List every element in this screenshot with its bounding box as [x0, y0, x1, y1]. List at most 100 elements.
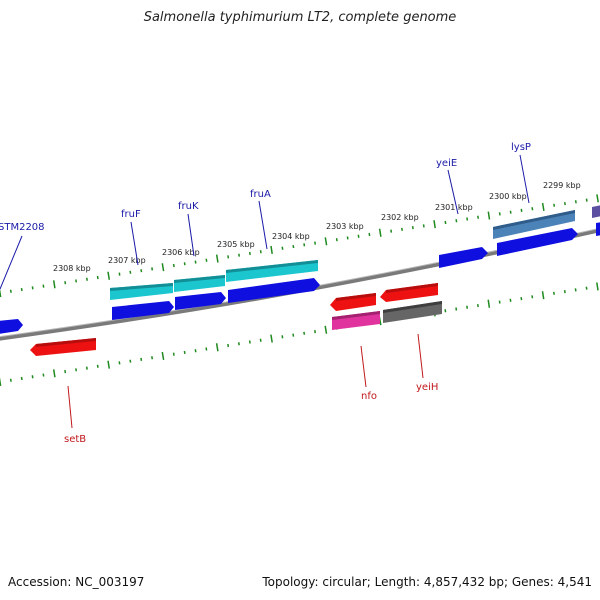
forward-feature-track [110, 205, 600, 300]
inner-tick [541, 291, 545, 300]
scale-label: 2308 kbp [53, 264, 91, 273]
gene-label-yeiH[interactable]: yeiH [416, 382, 438, 393]
inner-tick [151, 356, 154, 360]
inner-tick [31, 375, 34, 379]
outer-tick [444, 220, 447, 225]
forward-cds-track [0, 222, 600, 334]
inner-tick [205, 347, 208, 351]
inner-tick [324, 325, 328, 334]
outer-tick [563, 201, 566, 206]
inner-tick [292, 333, 295, 337]
gene-yeiH-feature[interactable] [383, 301, 442, 323]
inner-tick [466, 305, 469, 309]
outer-tick [411, 225, 414, 230]
outer-tick [390, 229, 393, 233]
inner-tick [531, 295, 534, 299]
scale-label: 2307 kbp [108, 256, 146, 265]
scale-label: 2301 kbp [435, 203, 473, 212]
outer-tick [541, 202, 545, 212]
outer-tick [9, 289, 12, 293]
reverse-cds-track [30, 283, 438, 356]
inner-tick [520, 296, 523, 301]
gene-yeiE-cds[interactable] [439, 247, 488, 268]
inner-tick [487, 299, 491, 308]
outer-tick-track [0, 194, 599, 298]
inner-tick [563, 289, 566, 294]
outer-tick [433, 220, 436, 229]
scale-label: 2303 kbp [326, 222, 364, 231]
gene-label-STM2208[interactable]: STM2208 [0, 222, 45, 233]
inner-tick [498, 300, 501, 304]
outer-tick [531, 207, 534, 211]
outer-tick [20, 287, 23, 292]
outer-tick [96, 275, 99, 280]
gene-edge-cds[interactable] [596, 222, 600, 236]
outer-tick [324, 237, 328, 246]
inner-tick [259, 338, 262, 342]
outer-tick [466, 217, 469, 221]
forward-label-leaders [0, 154, 530, 290]
outer-tick [487, 211, 491, 220]
outer-tick [161, 263, 165, 272]
outer-tick [498, 212, 501, 216]
scale-label: 2306 kbp [162, 248, 200, 257]
inner-tick [596, 282, 599, 291]
accession-text: Accession: NC_003197 [8, 575, 145, 589]
outer-tick [0, 288, 2, 298]
outer-tick [205, 258, 208, 262]
outer-tick [107, 271, 111, 280]
inner-tick [118, 361, 121, 365]
outer-tick [42, 284, 45, 288]
outer-tick [270, 245, 273, 255]
outer-tick [378, 228, 382, 237]
outer-tick [422, 224, 425, 228]
outer-tick [357, 234, 360, 238]
outer-tick [194, 260, 197, 264]
inner-tick [9, 378, 12, 382]
outer-tick [314, 241, 317, 245]
gene-STM2208-cds[interactable] [0, 319, 23, 334]
outer-tick [140, 269, 143, 273]
outer-tick [455, 219, 458, 223]
gene-label-yeiE[interactable]: yeiE [436, 158, 457, 169]
gene-fruK-cds[interactable] [175, 292, 226, 310]
outer-tick [215, 254, 219, 263]
inner-tick [107, 360, 111, 369]
inner-tick [161, 351, 165, 361]
gene-label-fruA[interactable]: fruA [250, 189, 271, 200]
scale-label: 2299 kbp [543, 181, 581, 190]
inner-tick [64, 369, 67, 374]
gene-fruA-cds[interactable] [228, 278, 320, 303]
inner-tick [129, 359, 132, 363]
gene-label-fruF[interactable]: fruF [121, 209, 141, 220]
gene-fruF-cds[interactable] [112, 301, 174, 320]
reverse-feature-track [332, 301, 442, 330]
outer-tick [238, 253, 241, 257]
inner-tick [270, 334, 273, 343]
outer-tick [75, 279, 78, 283]
outer-tick [281, 246, 284, 250]
scale-label: 2304 kbp [272, 232, 310, 241]
map-title: Salmonella typhimurium LT2, complete gen… [143, 10, 457, 25]
scale-label: 2300 kbp [489, 192, 527, 201]
gene-label-lysP[interactable]: lysP [511, 142, 531, 153]
outer-tick [477, 215, 480, 219]
outer-tick [52, 280, 56, 289]
outer-tick [85, 277, 88, 281]
gene-label-setB[interactable]: setB [64, 434, 86, 445]
gene-lysP-cds[interactable] [497, 228, 578, 256]
inner-tick [476, 303, 479, 308]
genome-summary-text: Topology: circular; Length: 4,857,432 bp… [262, 575, 592, 589]
inner-tick [444, 309, 447, 313]
inner-tick [574, 288, 577, 292]
gene-edge-feature[interactable] [592, 205, 600, 218]
outer-tick [509, 210, 512, 214]
gene-label-fruK[interactable]: fruK [178, 201, 199, 212]
reverse-label-leaders [67, 333, 424, 429]
gene-label-nfo[interactable]: nfo [361, 391, 377, 402]
scale-label: 2302 kbp [381, 213, 419, 222]
inner-tick [215, 343, 219, 352]
outer-tick [259, 250, 262, 254]
inner-tick [585, 286, 588, 290]
